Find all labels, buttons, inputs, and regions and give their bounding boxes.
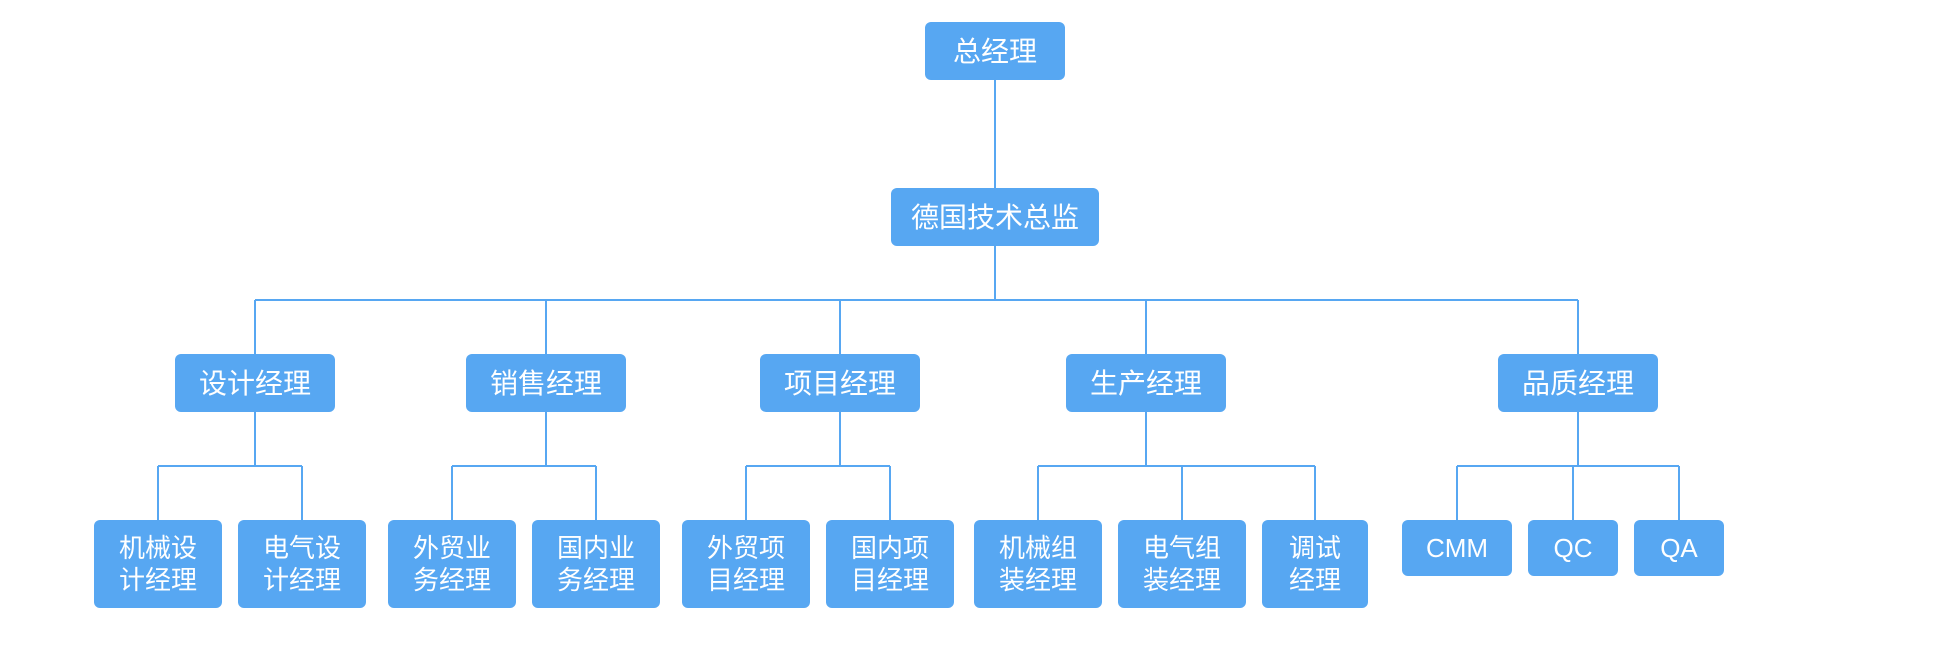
node-foreign-project-mgr: 外贸项 目经理 [682,520,810,608]
node-foreign-sales-mgr: 外贸业 务经理 [388,520,516,608]
node-label: 设计经理 [199,366,311,401]
node-label: 电气设 计经理 [263,532,341,597]
node-label: 电气组 装经理 [1143,532,1221,597]
node-sales-manager: 销售经理 [466,354,626,412]
node-label: 总经理 [953,34,1037,69]
node-general-manager: 总经理 [925,22,1065,80]
node-electrical-assy-mgr: 电气组 装经理 [1118,520,1246,608]
node-label: 国内业 务经理 [557,532,635,597]
node-label: 生产经理 [1090,366,1202,401]
node-label: 销售经理 [490,366,602,401]
node-label: 德国技术总监 [911,200,1079,235]
node-label: 品质经理 [1522,366,1634,401]
node-technical-director: 德国技术总监 [891,188,1099,246]
node-label: CMM [1426,532,1488,565]
node-electrical-design-mgr: 电气设 计经理 [238,520,366,608]
node-label: QC [1554,532,1593,565]
node-mechanical-assy-mgr: 机械组 装经理 [974,520,1102,608]
node-production-manager: 生产经理 [1066,354,1226,412]
node-qa: QA [1634,520,1724,576]
node-label: 机械组 装经理 [999,532,1077,597]
node-label: 项目经理 [784,366,896,401]
node-domestic-project-mgr: 国内项 目经理 [826,520,954,608]
node-label: 国内项 目经理 [851,532,929,597]
node-design-manager: 设计经理 [175,354,335,412]
node-qc: QC [1528,520,1618,576]
node-cmm: CMM [1402,520,1512,576]
node-label: 外贸业 务经理 [413,532,491,597]
node-project-manager: 项目经理 [760,354,920,412]
node-commissioning-mgr: 调试 经理 [1262,520,1368,608]
node-label: QA [1660,532,1698,565]
node-quality-manager: 品质经理 [1498,354,1658,412]
node-label: 调试 经理 [1289,532,1341,597]
node-domestic-sales-mgr: 国内业 务经理 [532,520,660,608]
node-label: 外贸项 目经理 [707,532,785,597]
node-mechanical-design-mgr: 机械设 计经理 [94,520,222,608]
node-label: 机械设 计经理 [119,532,197,597]
